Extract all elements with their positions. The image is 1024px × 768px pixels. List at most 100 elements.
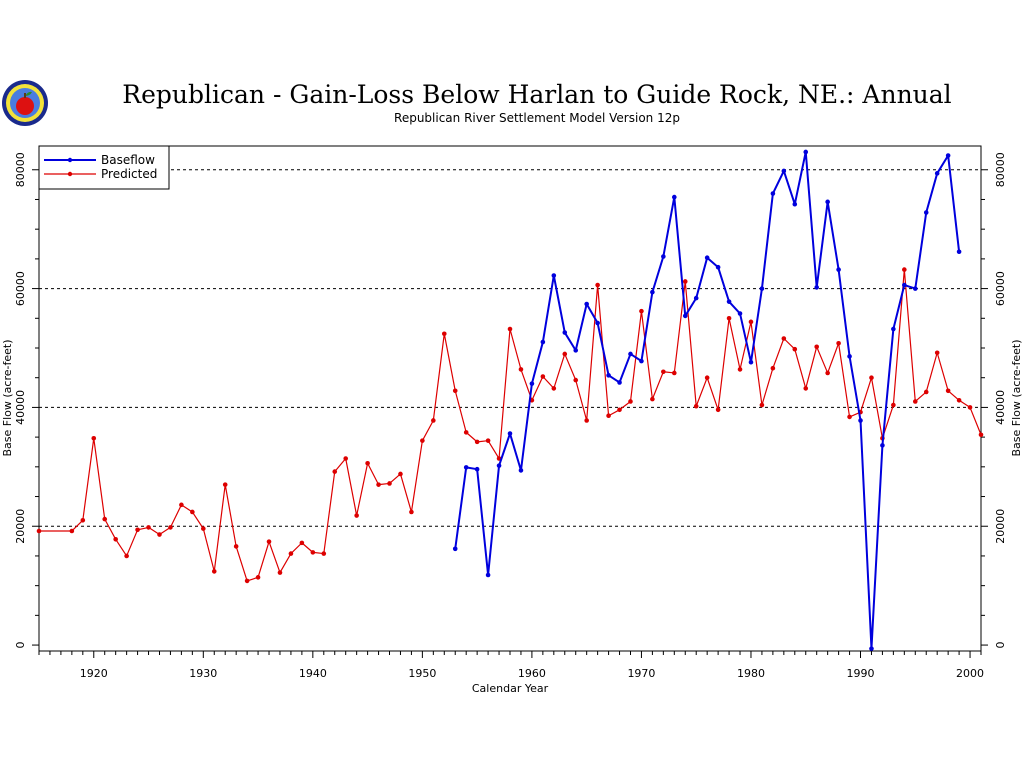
data-point-predicted bbox=[244, 578, 250, 584]
y-tick-label-left: 20000 bbox=[14, 509, 27, 544]
data-point-baseflow bbox=[934, 171, 940, 176]
data-point-baseflow bbox=[814, 285, 819, 290]
data-point-baseflow bbox=[858, 418, 863, 423]
data-point-baseflow bbox=[606, 373, 611, 378]
data-point-baseflow bbox=[923, 210, 929, 215]
data-point-baseflow bbox=[891, 326, 896, 332]
data-point-predicted bbox=[463, 430, 469, 435]
data-point-predicted bbox=[179, 502, 184, 508]
data-point-predicted bbox=[431, 418, 436, 423]
data-point-predicted bbox=[562, 351, 568, 357]
data-point-predicted bbox=[69, 528, 75, 534]
y-tick-label-right: 0 bbox=[994, 642, 1007, 649]
data-point-predicted bbox=[332, 469, 338, 474]
data-point-baseflow bbox=[902, 282, 907, 288]
x-tick-label: 1960 bbox=[518, 667, 546, 680]
data-point-predicted bbox=[540, 374, 546, 379]
data-point-baseflow bbox=[825, 199, 830, 205]
data-point-baseflow bbox=[650, 289, 655, 295]
data-point-baseflow bbox=[540, 339, 546, 345]
chart-title: Republican - Gain-Loss Below Harlan to G… bbox=[122, 80, 951, 109]
chart-subtitle: Republican River Settlement Model Versio… bbox=[394, 111, 680, 125]
data-point-baseflow bbox=[584, 301, 589, 307]
data-point-baseflow bbox=[912, 286, 918, 291]
data-point-baseflow bbox=[956, 249, 962, 255]
data-point-predicted bbox=[661, 369, 666, 375]
data-point-predicted bbox=[617, 407, 622, 413]
data-point-baseflow bbox=[661, 254, 666, 259]
data-point-predicted bbox=[639, 308, 644, 314]
data-point-baseflow bbox=[715, 264, 721, 270]
y-tick-label-left: 40000 bbox=[14, 390, 27, 425]
data-point-baseflow bbox=[847, 354, 852, 359]
data-point-baseflow bbox=[770, 191, 776, 196]
data-point-baseflow bbox=[474, 466, 480, 472]
data-point-predicted bbox=[715, 407, 721, 413]
data-point-predicted bbox=[923, 389, 929, 395]
data-point-predicted bbox=[168, 525, 173, 530]
data-point-predicted bbox=[222, 482, 228, 487]
data-point-predicted bbox=[233, 544, 239, 549]
y-tick-label-right: 20000 bbox=[994, 509, 1007, 544]
data-point-predicted bbox=[672, 370, 677, 376]
data-point-baseflow bbox=[704, 255, 710, 260]
data-point-predicted bbox=[573, 377, 579, 383]
data-point-predicted bbox=[124, 553, 129, 559]
legend-predicted-label: Predicted bbox=[101, 167, 157, 181]
series-baseflow bbox=[452, 149, 962, 651]
data-point-predicted bbox=[606, 413, 611, 419]
data-point-predicted bbox=[956, 397, 962, 403]
data-point-baseflow bbox=[748, 359, 754, 365]
data-point-predicted bbox=[978, 432, 984, 438]
y-tick-label-left: 60000 bbox=[14, 271, 27, 306]
data-point-baseflow bbox=[507, 431, 513, 436]
data-point-predicted bbox=[737, 367, 743, 372]
x-tick-label: 1920 bbox=[80, 667, 108, 680]
data-point-predicted bbox=[803, 386, 809, 391]
data-point-predicted bbox=[211, 569, 217, 574]
data-point-baseflow bbox=[803, 149, 809, 155]
data-point-predicted bbox=[595, 282, 600, 288]
y-tick-label-right: 60000 bbox=[994, 271, 1007, 306]
data-point-predicted bbox=[365, 460, 370, 466]
data-point-predicted bbox=[726, 315, 732, 321]
data-point-predicted bbox=[847, 414, 852, 420]
data-point-baseflow bbox=[573, 348, 579, 353]
x-axis-label: Calendar Year bbox=[472, 682, 549, 695]
data-point-baseflow bbox=[781, 168, 787, 174]
tick-labels: 1920 1930 1940 1950 1960 1970 1980 1990 20000 020… bbox=[14, 152, 1007, 680]
x-tick-label: 1970 bbox=[627, 667, 655, 680]
y-axis-label-left: Base Flow (acre-feet) bbox=[1, 340, 14, 457]
data-point-baseflow bbox=[672, 194, 677, 200]
data-point-predicted bbox=[891, 402, 896, 408]
x-tick-label: 1950 bbox=[408, 667, 436, 680]
data-point-predicted bbox=[814, 344, 819, 350]
data-point-predicted bbox=[321, 551, 327, 556]
data-point-predicted bbox=[266, 539, 272, 544]
data-point-predicted bbox=[36, 528, 42, 534]
data-point-predicted bbox=[157, 532, 162, 537]
data-point-predicted bbox=[650, 396, 655, 402]
data-point-predicted bbox=[945, 388, 951, 394]
data-point-predicted bbox=[759, 402, 765, 408]
legend-box bbox=[38, 145, 170, 190]
data-point-predicted bbox=[704, 375, 710, 381]
data-point-baseflow bbox=[485, 572, 491, 578]
data-point-baseflow bbox=[617, 380, 622, 385]
data-point-predicted bbox=[91, 436, 97, 441]
data-point-predicted bbox=[420, 438, 425, 443]
data-point-predicted bbox=[201, 526, 206, 531]
legend-baseflow-label: Baseflow bbox=[101, 153, 155, 167]
gridlines bbox=[39, 169, 981, 527]
x-tick-label: 2000 bbox=[956, 667, 984, 680]
data-point-predicted bbox=[146, 525, 151, 530]
data-point-predicted bbox=[343, 456, 348, 461]
data-point-predicted bbox=[507, 326, 513, 332]
x-tick-label: 1990 bbox=[847, 667, 875, 680]
data-point-baseflow bbox=[452, 546, 458, 552]
data-point-predicted bbox=[551, 386, 557, 391]
data-point-predicted bbox=[409, 509, 414, 515]
data-point-predicted bbox=[682, 279, 688, 284]
data-point-predicted bbox=[781, 336, 787, 341]
